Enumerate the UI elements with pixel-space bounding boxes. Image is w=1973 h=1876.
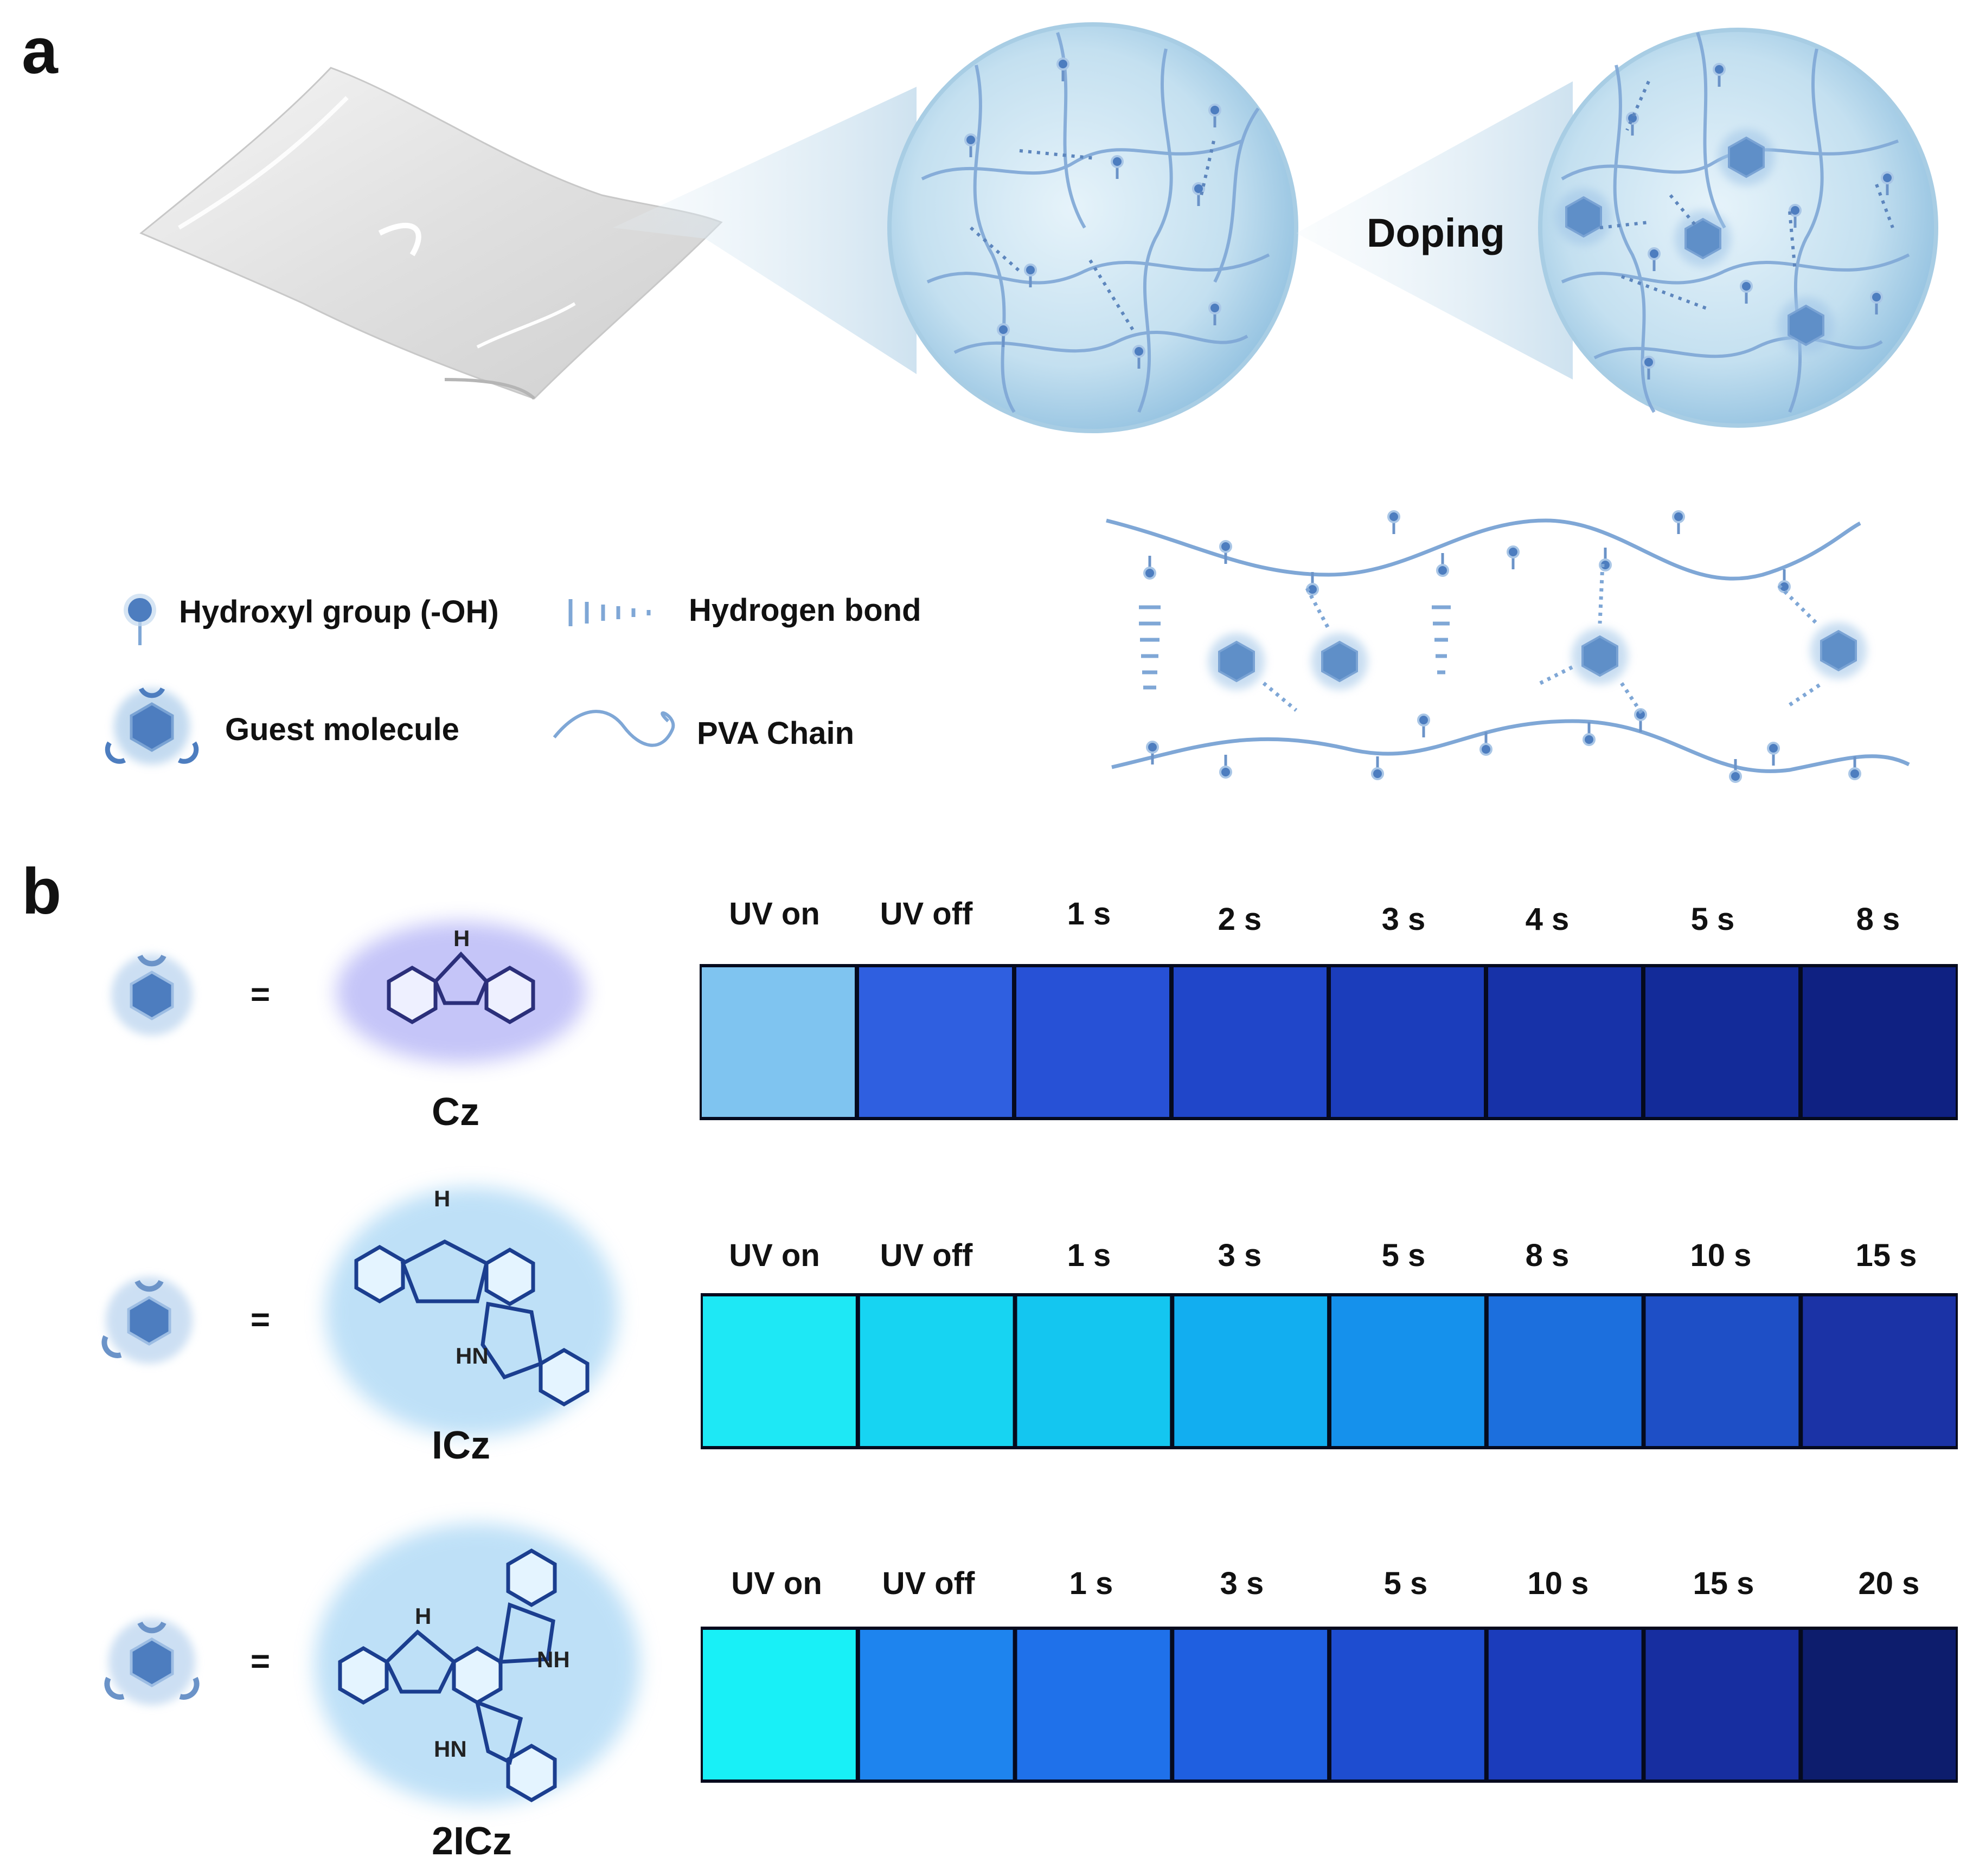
nh-label: NH <box>537 1647 570 1672</box>
row-2icz: = H NH HN 2ICz UV on UV off 1 s 3 s 5 s … <box>104 1524 1958 1863</box>
row-icz: = H HN ICz UV on UV off 1 s 3 s 5 s 8 s … <box>101 1186 1958 1467</box>
compound-name: ICz <box>432 1424 490 1467</box>
hn-label: HN <box>456 1343 489 1369</box>
time-label: UV off <box>882 1566 975 1601</box>
sample-tile <box>1331 1296 1484 1446</box>
guest-molecule-icon <box>101 1277 193 1364</box>
compound-name: Cz <box>432 1090 479 1134</box>
sample-tile <box>1331 967 1484 1117</box>
sample-tile <box>1645 967 1798 1117</box>
time-label: 1 s <box>1067 1238 1111 1273</box>
time-label: 1 s <box>1067 896 1111 931</box>
time-label: 5 s <box>1382 1238 1426 1273</box>
guest-molecule-legend-icon <box>105 687 199 764</box>
time-label: 15 s <box>1856 1238 1917 1273</box>
legend-guest-molecule: Guest molecule <box>225 712 459 747</box>
panel-label-a: a <box>22 15 59 87</box>
sample-tile <box>703 1630 856 1779</box>
photo-strip <box>701 1627 1958 1783</box>
photo-strip <box>700 964 1958 1120</box>
time-label: UV off <box>880 1238 973 1273</box>
sample-tile <box>1645 1296 1799 1446</box>
time-label: 2 s <box>1218 902 1262 937</box>
pva-film-illustration <box>139 67 723 400</box>
time-label: UV off <box>880 896 973 931</box>
hydroxyl-legend-icon <box>124 594 156 645</box>
sample-tile <box>1488 1296 1642 1446</box>
guest-molecule-icon <box>104 1618 200 1705</box>
sample-tile <box>1803 1296 1956 1446</box>
time-label: UV on <box>729 1238 820 1273</box>
guest-molecule-icon <box>111 954 193 1036</box>
sample-tile <box>1645 1630 1799 1779</box>
time-label: 10 s <box>1528 1566 1589 1601</box>
sample-tile <box>1331 1630 1484 1779</box>
pva-network-sphere <box>887 22 1298 433</box>
sample-tile <box>1488 967 1641 1117</box>
legend-hydroxyl: Hydroxyl group (-OH) <box>179 594 499 629</box>
time-label: UV on <box>729 896 820 931</box>
time-label: 8 s <box>1526 1238 1570 1273</box>
time-label: 20 s <box>1859 1566 1920 1601</box>
time-labels: UV on UV off 1 s 2 s 3 s 4 s 5 s 8 s <box>729 896 1900 937</box>
pva-chain-schematic <box>1106 511 1910 782</box>
equals-sign: = <box>251 1643 270 1680</box>
2icz-structure: H NH HN <box>315 1524 640 1806</box>
legend-hydrogen-bond: Hydrogen bond <box>689 593 921 628</box>
nh-h-label: H <box>434 1186 450 1211</box>
cz-structure: H <box>336 922 586 1063</box>
time-labels: UV on UV off 1 s 3 s 5 s 10 s 15 s 20 s <box>731 1566 1919 1601</box>
sample-tile <box>1174 967 1327 1117</box>
sample-tile <box>1803 1630 1956 1779</box>
time-label: 10 s <box>1690 1238 1752 1273</box>
panel-label-b: b <box>22 855 61 928</box>
doped-network-sphere <box>1538 28 1938 428</box>
equals-sign: = <box>251 976 270 1013</box>
pva-chain-legend-icon <box>553 710 675 747</box>
sample-tile <box>1803 967 1956 1117</box>
doping-label: Doping <box>1367 210 1505 255</box>
sample-tile <box>1017 1630 1170 1779</box>
sample-tile <box>1174 1630 1328 1779</box>
time-label: 5 s <box>1691 902 1735 937</box>
time-label: 5 s <box>1384 1566 1428 1601</box>
sample-tile <box>703 1296 856 1446</box>
time-label: 3 s <box>1218 1238 1262 1273</box>
hydrogen-bond-legend-icon <box>568 599 651 626</box>
equals-sign: = <box>251 1301 270 1339</box>
time-label: UV on <box>731 1566 822 1601</box>
sample-tile <box>860 1296 1013 1446</box>
sample-tile <box>1017 1296 1170 1446</box>
legend: Hydroxyl group (-OH) Hydrogen bond Guest… <box>105 593 921 764</box>
legend-pva-chain: PVA Chain <box>697 716 854 751</box>
time-label: 1 s <box>1069 1566 1113 1601</box>
time-label: 3 s <box>1382 902 1426 937</box>
sample-tile <box>1016 967 1169 1117</box>
time-label: 3 s <box>1220 1566 1264 1601</box>
sample-tile <box>859 967 1012 1117</box>
zoom-cone-1 <box>613 87 917 374</box>
time-labels: UV on UV off 1 s 3 s 5 s 8 s 10 s 15 s <box>729 1238 1917 1273</box>
sample-tile <box>702 967 855 1117</box>
time-label: 8 s <box>1856 902 1900 937</box>
time-label: 4 s <box>1526 902 1570 937</box>
sample-tile <box>1174 1296 1328 1446</box>
sample-tile <box>860 1630 1013 1779</box>
hn-label: HN <box>434 1736 467 1762</box>
icz-structure: H HN <box>325 1186 618 1437</box>
photo-strip <box>701 1293 1958 1449</box>
zoom-cone-2 <box>1296 81 1573 380</box>
compound-name: 2ICz <box>432 1820 512 1863</box>
nh-h-label: H <box>453 926 470 951</box>
sample-tile <box>1488 1630 1642 1779</box>
row-cz: = H Cz UV on UV off 1 s 2 s 3 s 4 s 5 s … <box>111 896 1958 1134</box>
nh-h-label: H <box>415 1603 431 1629</box>
time-label: 15 s <box>1693 1566 1754 1601</box>
